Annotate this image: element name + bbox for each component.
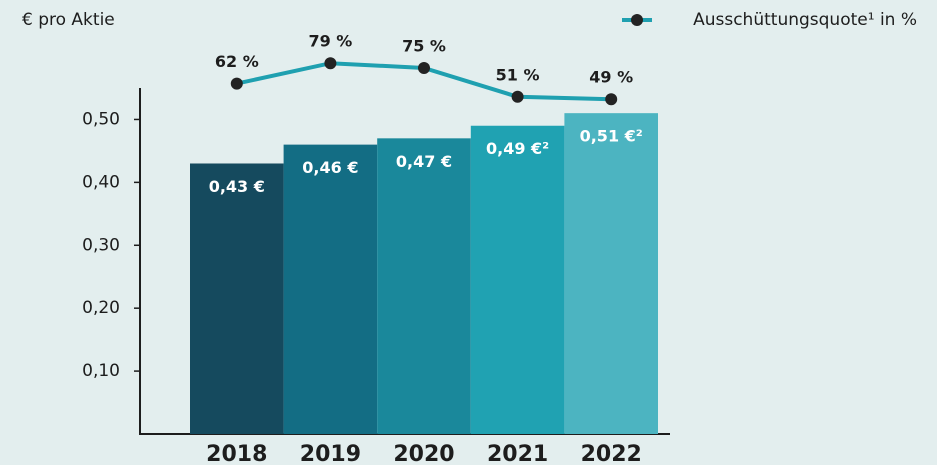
line-value-label: 62 % [215, 52, 259, 71]
legend-label: Ausschüttungsquote¹ in % [693, 10, 917, 30]
bar [470, 125, 565, 434]
bar-value-label: 0,47 € [396, 152, 452, 171]
bar [190, 163, 284, 434]
bar-value-label: 0,43 € [209, 177, 265, 196]
line-marker [418, 62, 430, 74]
line-marker [324, 57, 337, 70]
y-axis-label: € pro Aktie [22, 10, 115, 30]
bar [564, 113, 658, 434]
legend-marker [631, 14, 643, 26]
bar [377, 138, 471, 434]
y-tick-label: 0,20 [82, 298, 120, 318]
y-tick-label: 0,50 [82, 109, 120, 129]
line-marker [605, 93, 618, 106]
line-value-label: 51 % [496, 65, 540, 84]
bar-value-label: 0,46 € [302, 158, 358, 177]
line-marker [511, 90, 524, 103]
x-tick-label: 2021 [487, 442, 548, 465]
line-marker [230, 77, 243, 90]
x-tick-label: 2020 [393, 442, 454, 465]
bar [283, 144, 378, 435]
line-value-label: 79 % [308, 32, 352, 51]
y-tick-label: 0,30 [82, 235, 120, 255]
x-tick-label: 2019 [300, 442, 361, 465]
line-value-label: 75 % [402, 37, 446, 56]
bar-value-label: 0,49 €² [486, 139, 549, 158]
bar-value-label: 0,51 €² [580, 127, 643, 146]
y-tick-label: 0,10 [82, 361, 120, 381]
y-tick-label: 0,40 [82, 172, 120, 192]
x-tick-label: 2022 [581, 442, 642, 465]
x-tick-label: 2018 [206, 442, 267, 465]
line-value-label: 49 % [589, 68, 633, 87]
